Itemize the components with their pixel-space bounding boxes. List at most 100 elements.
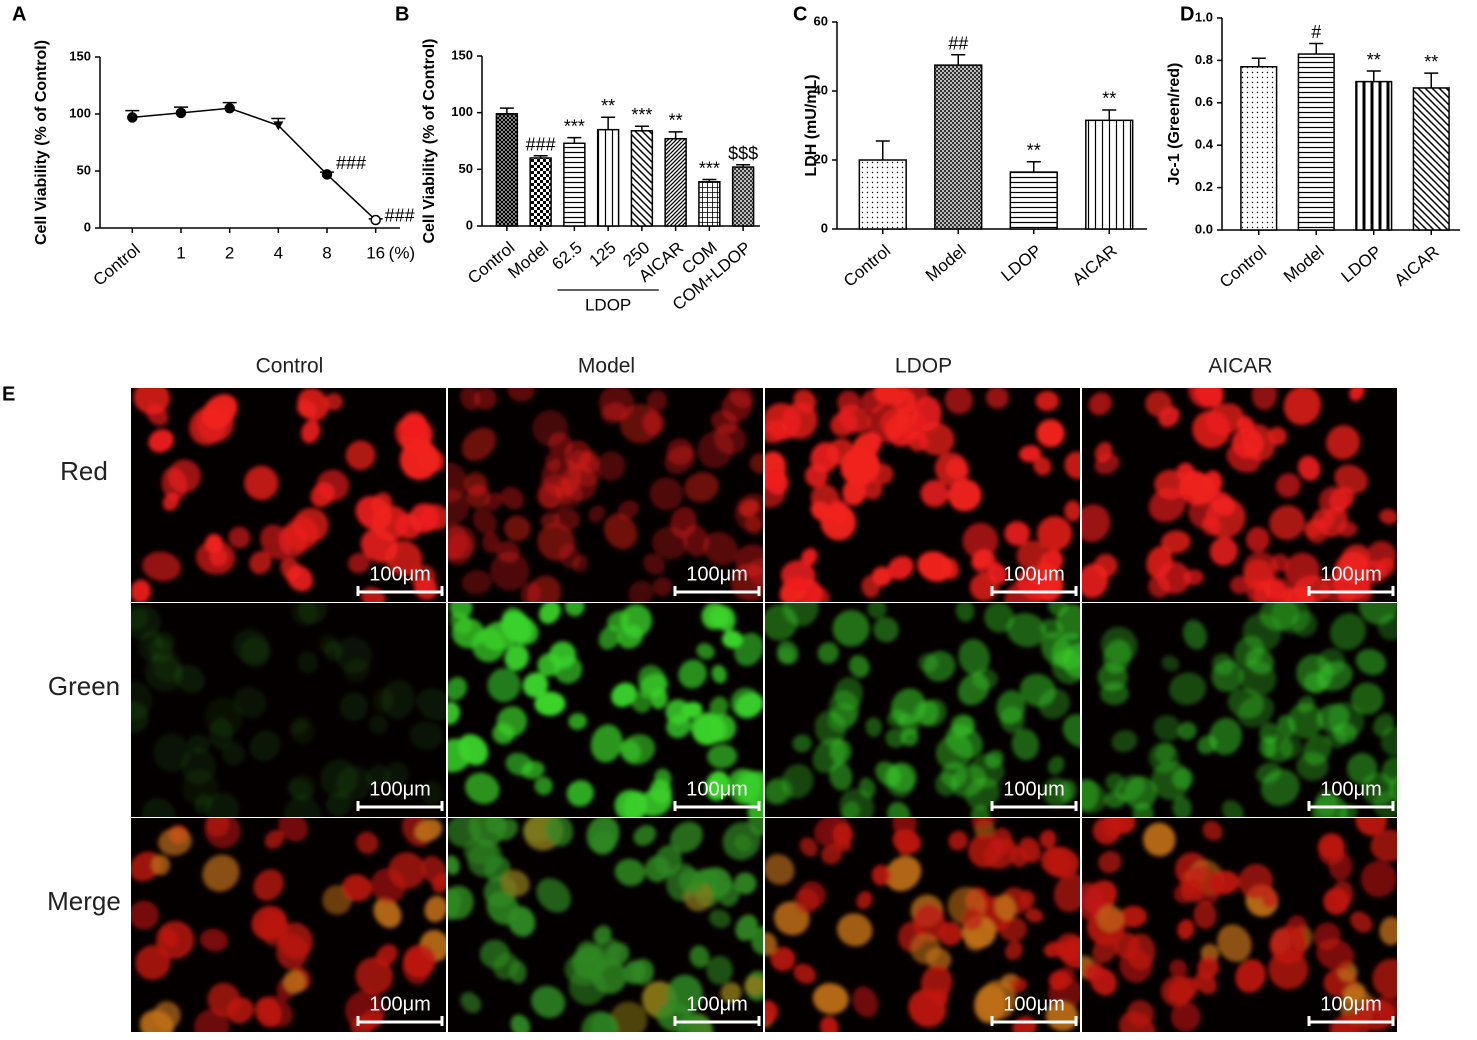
cell — [290, 715, 315, 745]
cell — [249, 730, 281, 762]
cell — [643, 553, 666, 575]
scale-bar — [356, 1016, 444, 1026]
cell — [240, 636, 271, 668]
error-bar — [1251, 57, 1266, 67]
cell — [461, 427, 497, 461]
cell — [204, 818, 241, 849]
scale-label: 100μm — [686, 778, 748, 800]
cell — [623, 960, 646, 985]
line — [132, 107, 377, 221]
cell — [253, 869, 284, 901]
error-bar — [567, 136, 582, 144]
cell — [504, 515, 531, 542]
annotation: *** — [699, 158, 720, 178]
cell — [204, 697, 243, 737]
cell — [409, 721, 444, 750]
cell — [324, 393, 343, 411]
y-tick-label: 50 — [459, 161, 473, 176]
cell — [540, 512, 560, 528]
cell — [934, 452, 970, 487]
cell — [1205, 403, 1245, 436]
y-tick-label: 20 — [814, 151, 828, 166]
x-tick-label: 62.5 — [548, 238, 586, 274]
y-tick-label: 0 — [84, 219, 91, 234]
cell — [887, 801, 911, 817]
panel-letter: C — [793, 3, 807, 25]
y-tick-label: 50 — [77, 162, 91, 177]
scale-label: 100μm — [686, 993, 748, 1015]
y-axis-label: Jc-1 (Green/red) — [1166, 63, 1183, 186]
cell — [1055, 933, 1080, 962]
cell — [416, 688, 446, 721]
cell — [972, 668, 999, 690]
cell — [142, 551, 181, 582]
cell — [566, 780, 594, 807]
cell — [278, 818, 308, 842]
scale-bar — [673, 801, 761, 811]
micrograph — [765, 603, 1080, 817]
cell — [842, 801, 860, 817]
y-axis-label: Cell Viability (% of Control) — [421, 38, 438, 243]
x-tick-label: 16 — [366, 243, 385, 262]
cell — [1297, 455, 1321, 481]
y-tick-label: 40 — [814, 82, 828, 97]
cell — [376, 944, 398, 967]
bar — [1085, 119, 1134, 230]
cell — [971, 818, 997, 830]
bar — [596, 128, 620, 227]
cell — [581, 1011, 620, 1032]
cell — [735, 692, 763, 718]
cell — [1337, 521, 1358, 538]
bar — [731, 166, 755, 227]
cell — [1177, 919, 1195, 940]
cell — [1235, 959, 1266, 993]
cell — [646, 390, 668, 412]
cell — [1202, 820, 1223, 841]
cell — [914, 700, 940, 727]
y-tick-label: 0.2 — [1195, 179, 1213, 194]
cell — [260, 911, 289, 946]
cell — [1230, 575, 1250, 595]
bar — [529, 157, 552, 227]
cells — [131, 388, 446, 602]
cell — [1349, 388, 1365, 402]
cell — [545, 818, 574, 847]
cell — [1039, 829, 1057, 849]
cell — [709, 696, 729, 718]
cell — [633, 825, 657, 846]
cell — [1275, 473, 1301, 498]
scale-label: 100μm — [1320, 563, 1382, 585]
cell — [765, 1000, 779, 1025]
x-tick-label: AICAR — [1391, 242, 1443, 290]
cell — [793, 389, 817, 414]
cell — [1245, 647, 1275, 675]
cell — [1293, 575, 1331, 602]
x-tick-label: 2 — [225, 243, 234, 262]
cell — [947, 479, 982, 512]
bar — [1355, 80, 1393, 231]
cell — [1217, 924, 1252, 962]
cell — [555, 477, 584, 507]
cell — [448, 738, 472, 773]
cell — [684, 472, 719, 503]
cell — [156, 920, 195, 959]
cell — [1269, 505, 1305, 540]
scale-label: 100μm — [1320, 778, 1382, 800]
cell — [765, 451, 787, 490]
marker — [273, 121, 284, 131]
cell — [1355, 818, 1388, 836]
y-tick-label: 150 — [69, 48, 91, 63]
cell — [1113, 932, 1141, 959]
cell — [654, 768, 672, 789]
cell — [830, 411, 858, 437]
cell — [148, 637, 174, 663]
cell — [708, 909, 731, 928]
cell — [289, 774, 317, 801]
cell — [448, 462, 468, 503]
error-bar — [951, 54, 966, 66]
cell — [1148, 487, 1187, 523]
cell — [600, 402, 627, 423]
annotation: # — [1311, 22, 1321, 42]
cells — [1082, 818, 1397, 1032]
cell — [193, 794, 212, 814]
